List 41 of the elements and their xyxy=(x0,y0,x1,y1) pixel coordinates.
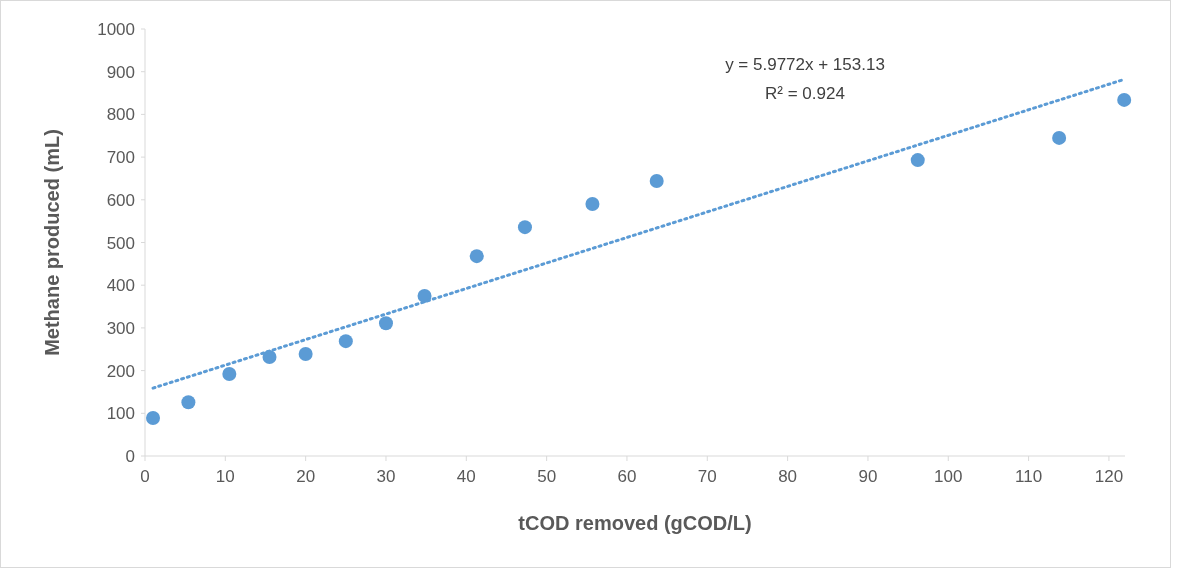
x-tick-label: 40 xyxy=(456,467,476,486)
point xyxy=(517,220,532,235)
point xyxy=(222,367,237,382)
annotation: y = 5.9772x + 153.13 xyxy=(725,55,885,74)
y-tick-label: 100 xyxy=(106,404,135,424)
y-tick-label: 0 xyxy=(125,447,135,466)
y-axis-title: Methane produced (mL) xyxy=(41,129,63,356)
x-tick-label: 60 xyxy=(617,467,637,486)
x-tick-label: 120 xyxy=(1094,467,1124,486)
x-tick-label: 110 xyxy=(1015,467,1043,486)
point xyxy=(1117,92,1132,107)
point xyxy=(181,395,196,410)
x-tick-label: 100 xyxy=(934,467,963,486)
point xyxy=(1052,130,1067,145)
point xyxy=(469,249,484,264)
y-tick-label: 300 xyxy=(106,318,135,338)
y-tick-label: 200 xyxy=(106,361,135,381)
point xyxy=(338,334,353,349)
point xyxy=(146,411,161,425)
point xyxy=(910,153,925,168)
point xyxy=(649,174,664,189)
y-tick-label: 800 xyxy=(106,105,135,125)
x-tick-label: 20 xyxy=(296,467,316,486)
y-tick-label: 600 xyxy=(106,190,135,210)
x-tick-label: 70 xyxy=(697,467,717,486)
x-tick-label: 50 xyxy=(537,467,557,486)
x-tick-label: 10 xyxy=(215,467,235,486)
y-tick-label: 1000 xyxy=(97,20,135,39)
y-tick-label: 500 xyxy=(106,233,135,253)
x-tick-label: 90 xyxy=(858,467,878,486)
x-axis-title: tCOD removed (gCOD/L) xyxy=(518,512,752,534)
y-tick-label: 700 xyxy=(106,148,135,168)
annotation: R² = 0.924 xyxy=(765,84,845,103)
x-tick-label: 80 xyxy=(778,467,798,486)
point xyxy=(585,197,600,212)
y-tick-label: 400 xyxy=(106,276,135,296)
x-tick-label: 0 xyxy=(140,467,150,486)
x-tick-label: 30 xyxy=(376,467,396,486)
point xyxy=(378,316,393,331)
point xyxy=(298,346,313,361)
y-tick-label: 900 xyxy=(106,62,135,82)
